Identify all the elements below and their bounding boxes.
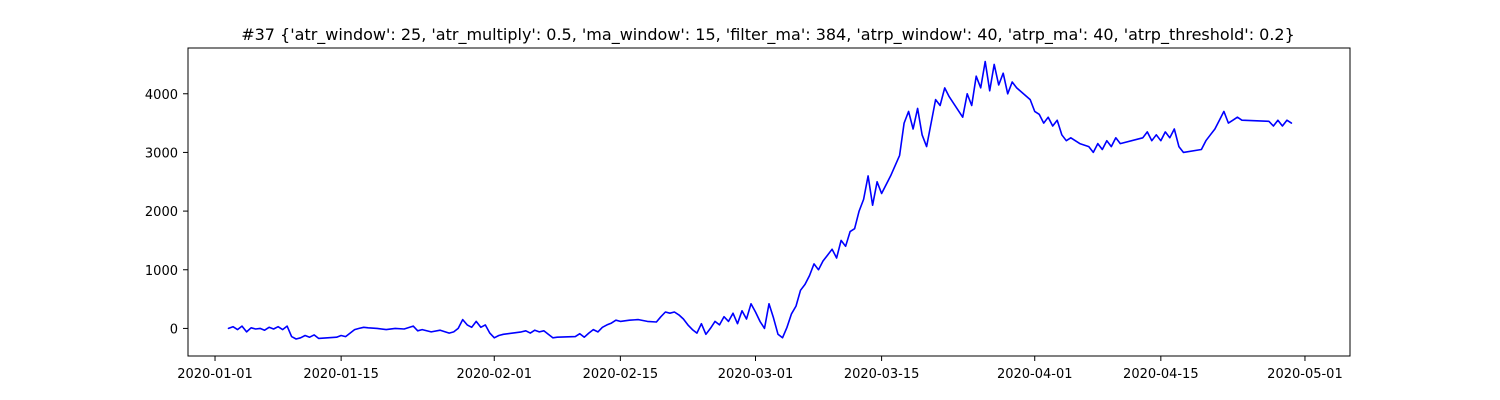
x-tick-label: 2020-05-01 bbox=[1267, 367, 1343, 382]
plot-frame bbox=[187, 47, 1351, 357]
x-tick-label: 2020-04-15 bbox=[1123, 367, 1199, 382]
y-axis: 0 1000 2000 3000 4000 bbox=[145, 88, 188, 337]
x-tick-label: 2020-01-01 bbox=[177, 367, 253, 382]
x-tick-label: 2020-02-01 bbox=[456, 367, 532, 382]
y-tick-label: 3000 bbox=[145, 146, 178, 161]
y-tick-label: 1000 bbox=[145, 264, 178, 279]
chart-title: #37 {'atr_window': 25, 'atr_multiply': 0… bbox=[241, 25, 1295, 45]
y-tick-label: 4000 bbox=[145, 88, 178, 103]
x-tick-label: 2020-03-15 bbox=[844, 367, 920, 382]
x-axis: 2020-01-01 2020-01-15 2020-02-01 2020-02-15… bbox=[177, 356, 1343, 382]
y-tick-label: 2000 bbox=[145, 205, 178, 220]
x-tick-label: 2020-02-15 bbox=[583, 367, 659, 382]
series-layer bbox=[227, 60, 1293, 340]
y-tick-label: 0 bbox=[170, 322, 178, 337]
x-tick-label: 2020-04-01 bbox=[997, 367, 1073, 382]
series-line bbox=[227, 60, 1293, 340]
plot-area bbox=[187, 47, 1351, 357]
x-tick-label: 2020-01-15 bbox=[303, 367, 379, 382]
x-tick-label: 2020-03-01 bbox=[718, 367, 794, 382]
